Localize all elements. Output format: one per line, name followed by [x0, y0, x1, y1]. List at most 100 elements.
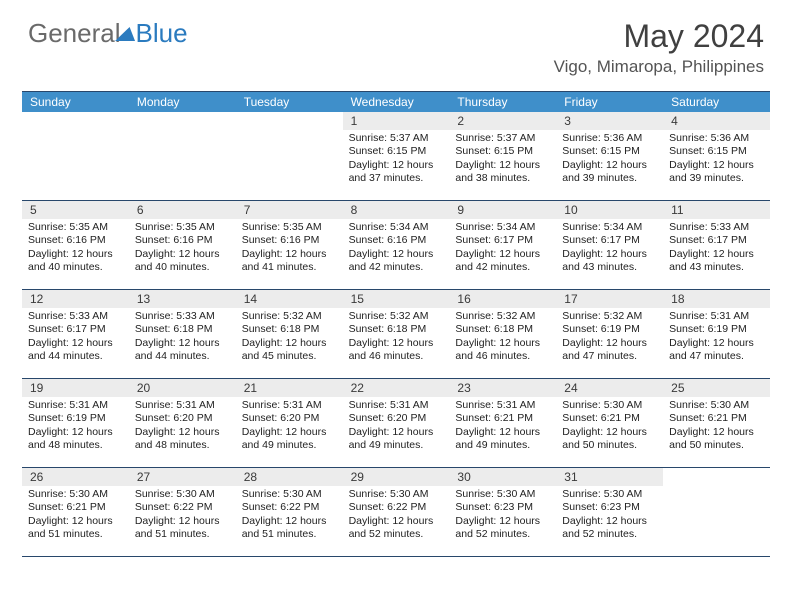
- day-name: Saturday: [663, 92, 770, 112]
- daylight-line: Daylight: 12 hours and 48 minutes.: [135, 426, 230, 453]
- daylight-line: Daylight: 12 hours and 40 minutes.: [135, 248, 230, 275]
- sunrise-line: Sunrise: 5:30 AM: [669, 399, 764, 412]
- calendar-cell: 3Sunrise: 5:36 AMSunset: 6:15 PMDaylight…: [556, 112, 663, 200]
- sunset-line: Sunset: 6:18 PM: [349, 323, 444, 336]
- date-number: 22: [343, 379, 450, 397]
- sunrise-line: Sunrise: 5:32 AM: [349, 310, 444, 323]
- date-number: 30: [449, 468, 556, 486]
- cell-body: Sunrise: 5:31 AMSunset: 6:20 PMDaylight:…: [236, 397, 343, 457]
- sunset-line: Sunset: 6:19 PM: [669, 323, 764, 336]
- calendar-cell: 21Sunrise: 5:31 AMSunset: 6:20 PMDayligh…: [236, 379, 343, 467]
- sunrise-line: Sunrise: 5:30 AM: [242, 488, 337, 501]
- date-number: [129, 112, 236, 130]
- date-number: 24: [556, 379, 663, 397]
- daylight-line: Daylight: 12 hours and 51 minutes.: [242, 515, 337, 542]
- calendar-cell: 4Sunrise: 5:36 AMSunset: 6:15 PMDaylight…: [663, 112, 770, 200]
- date-number: 25: [663, 379, 770, 397]
- cell-body: Sunrise: 5:32 AMSunset: 6:19 PMDaylight:…: [556, 308, 663, 368]
- sunrise-line: Sunrise: 5:36 AM: [562, 132, 657, 145]
- daylight-line: Daylight: 12 hours and 48 minutes.: [28, 426, 123, 453]
- sunset-line: Sunset: 6:20 PM: [135, 412, 230, 425]
- sunset-line: Sunset: 6:16 PM: [349, 234, 444, 247]
- calendar-cell: [236, 112, 343, 200]
- date-number: 29: [343, 468, 450, 486]
- calendar-cell: 17Sunrise: 5:32 AMSunset: 6:19 PMDayligh…: [556, 290, 663, 378]
- date-number: 7: [236, 201, 343, 219]
- date-number: 6: [129, 201, 236, 219]
- week-row: 19Sunrise: 5:31 AMSunset: 6:19 PMDayligh…: [22, 379, 770, 468]
- header: General Blue May 2024 Vigo, Mimaropa, Ph…: [0, 0, 792, 83]
- daylight-line: Daylight: 12 hours and 50 minutes.: [562, 426, 657, 453]
- sunrise-line: Sunrise: 5:30 AM: [28, 488, 123, 501]
- week-row: 26Sunrise: 5:30 AMSunset: 6:21 PMDayligh…: [22, 468, 770, 557]
- date-number: 18: [663, 290, 770, 308]
- sunset-line: Sunset: 6:16 PM: [242, 234, 337, 247]
- calendar-cell: [663, 468, 770, 556]
- cell-body: Sunrise: 5:31 AMSunset: 6:20 PMDaylight:…: [129, 397, 236, 457]
- sunrise-line: Sunrise: 5:34 AM: [349, 221, 444, 234]
- calendar-cell: 24Sunrise: 5:30 AMSunset: 6:21 PMDayligh…: [556, 379, 663, 467]
- sunrise-line: Sunrise: 5:31 AM: [28, 399, 123, 412]
- daylight-line: Daylight: 12 hours and 49 minutes.: [455, 426, 550, 453]
- date-number: 19: [22, 379, 129, 397]
- cell-body: Sunrise: 5:31 AMSunset: 6:20 PMDaylight:…: [343, 397, 450, 457]
- calendar-cell: 7Sunrise: 5:35 AMSunset: 6:16 PMDaylight…: [236, 201, 343, 289]
- cell-body: Sunrise: 5:30 AMSunset: 6:21 PMDaylight:…: [663, 397, 770, 457]
- sunset-line: Sunset: 6:22 PM: [135, 501, 230, 514]
- cell-body: Sunrise: 5:32 AMSunset: 6:18 PMDaylight:…: [236, 308, 343, 368]
- daylight-line: Daylight: 12 hours and 47 minutes.: [669, 337, 764, 364]
- sunrise-line: Sunrise: 5:35 AM: [28, 221, 123, 234]
- sunrise-line: Sunrise: 5:31 AM: [135, 399, 230, 412]
- sunrise-line: Sunrise: 5:35 AM: [242, 221, 337, 234]
- sunrise-line: Sunrise: 5:37 AM: [349, 132, 444, 145]
- day-name: Monday: [129, 92, 236, 112]
- date-number: 15: [343, 290, 450, 308]
- weeks-container: 1Sunrise: 5:37 AMSunset: 6:15 PMDaylight…: [22, 112, 770, 557]
- daylight-line: Daylight: 12 hours and 51 minutes.: [28, 515, 123, 542]
- daylight-line: Daylight: 12 hours and 51 minutes.: [135, 515, 230, 542]
- daylight-line: Daylight: 12 hours and 40 minutes.: [28, 248, 123, 275]
- calendar-cell: 13Sunrise: 5:33 AMSunset: 6:18 PMDayligh…: [129, 290, 236, 378]
- sunset-line: Sunset: 6:21 PM: [28, 501, 123, 514]
- cell-body: Sunrise: 5:33 AMSunset: 6:17 PMDaylight:…: [22, 308, 129, 368]
- sunset-line: Sunset: 6:21 PM: [455, 412, 550, 425]
- cell-body: Sunrise: 5:35 AMSunset: 6:16 PMDaylight:…: [236, 219, 343, 279]
- daylight-line: Daylight: 12 hours and 41 minutes.: [242, 248, 337, 275]
- date-number: 8: [343, 201, 450, 219]
- daylight-line: Daylight: 12 hours and 42 minutes.: [455, 248, 550, 275]
- calendar-cell: 5Sunrise: 5:35 AMSunset: 6:16 PMDaylight…: [22, 201, 129, 289]
- calendar: SundayMondayTuesdayWednesdayThursdayFrid…: [22, 91, 770, 557]
- sunset-line: Sunset: 6:17 PM: [669, 234, 764, 247]
- calendar-cell: 28Sunrise: 5:30 AMSunset: 6:22 PMDayligh…: [236, 468, 343, 556]
- brand-text-1: General: [28, 18, 121, 49]
- cell-body: Sunrise: 5:30 AMSunset: 6:23 PMDaylight:…: [449, 486, 556, 546]
- cell-body: Sunrise: 5:35 AMSunset: 6:16 PMDaylight:…: [22, 219, 129, 279]
- calendar-cell: 12Sunrise: 5:33 AMSunset: 6:17 PMDayligh…: [22, 290, 129, 378]
- sunset-line: Sunset: 6:23 PM: [455, 501, 550, 514]
- calendar-cell: 11Sunrise: 5:33 AMSunset: 6:17 PMDayligh…: [663, 201, 770, 289]
- calendar-cell: 25Sunrise: 5:30 AMSunset: 6:21 PMDayligh…: [663, 379, 770, 467]
- sunrise-line: Sunrise: 5:30 AM: [135, 488, 230, 501]
- sunset-line: Sunset: 6:17 PM: [562, 234, 657, 247]
- calendar-cell: 20Sunrise: 5:31 AMSunset: 6:20 PMDayligh…: [129, 379, 236, 467]
- sunrise-line: Sunrise: 5:30 AM: [562, 488, 657, 501]
- cell-body: Sunrise: 5:30 AMSunset: 6:21 PMDaylight:…: [22, 486, 129, 546]
- daylight-line: Daylight: 12 hours and 50 minutes.: [669, 426, 764, 453]
- cell-body: Sunrise: 5:34 AMSunset: 6:16 PMDaylight:…: [343, 219, 450, 279]
- sunrise-line: Sunrise: 5:32 AM: [562, 310, 657, 323]
- calendar-cell: 2Sunrise: 5:37 AMSunset: 6:15 PMDaylight…: [449, 112, 556, 200]
- cell-body: Sunrise: 5:30 AMSunset: 6:22 PMDaylight:…: [236, 486, 343, 546]
- date-number: [663, 468, 770, 486]
- calendar-cell: 23Sunrise: 5:31 AMSunset: 6:21 PMDayligh…: [449, 379, 556, 467]
- date-number: 28: [236, 468, 343, 486]
- daylight-line: Daylight: 12 hours and 47 minutes.: [562, 337, 657, 364]
- sunrise-line: Sunrise: 5:37 AM: [455, 132, 550, 145]
- brand-text-2: Blue: [136, 18, 188, 49]
- sunset-line: Sunset: 6:19 PM: [562, 323, 657, 336]
- sunrise-line: Sunrise: 5:33 AM: [28, 310, 123, 323]
- day-name: Thursday: [449, 92, 556, 112]
- date-number: 11: [663, 201, 770, 219]
- daylight-line: Daylight: 12 hours and 49 minutes.: [242, 426, 337, 453]
- cell-body: Sunrise: 5:37 AMSunset: 6:15 PMDaylight:…: [343, 130, 450, 190]
- date-number: 9: [449, 201, 556, 219]
